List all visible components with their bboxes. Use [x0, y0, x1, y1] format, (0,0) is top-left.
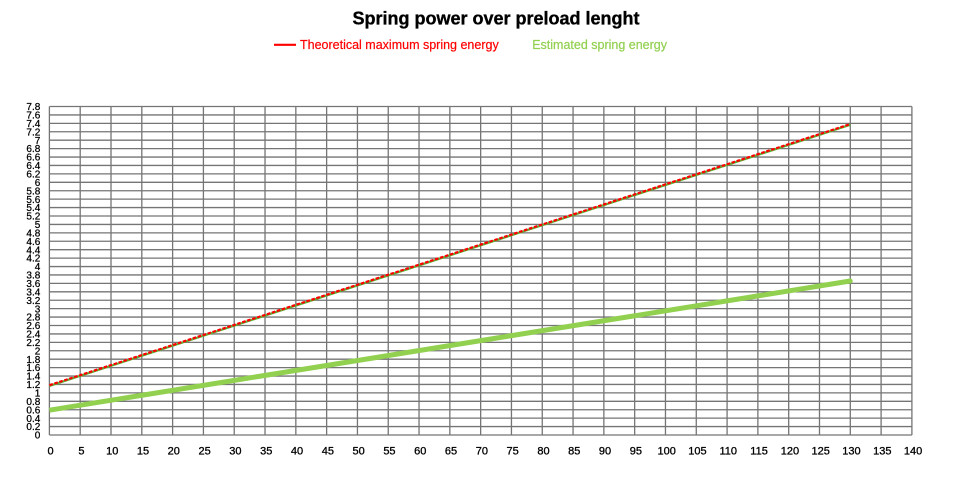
svg-text:4.6: 4.6	[26, 237, 40, 248]
svg-text:85: 85	[568, 446, 580, 458]
svg-text:140: 140	[904, 446, 922, 458]
svg-text:4.4: 4.4	[26, 245, 40, 256]
svg-text:80: 80	[537, 446, 549, 458]
svg-text:0.6: 0.6	[26, 405, 40, 416]
svg-text:3: 3	[35, 304, 41, 315]
svg-text:1.2: 1.2	[26, 380, 40, 391]
svg-text:4.2: 4.2	[26, 254, 40, 265]
svg-text:70: 70	[476, 446, 488, 458]
svg-text:2.8: 2.8	[26, 313, 40, 324]
svg-text:6.6: 6.6	[26, 153, 40, 164]
svg-text:110: 110	[720, 446, 738, 458]
svg-text:1: 1	[35, 388, 41, 399]
svg-text:0.8: 0.8	[26, 397, 40, 408]
svg-text:125: 125	[812, 446, 830, 458]
svg-text:25: 25	[198, 446, 210, 458]
svg-text:6.4: 6.4	[26, 161, 40, 172]
svg-text:6: 6	[35, 178, 41, 189]
svg-text:20: 20	[168, 446, 180, 458]
svg-text:50: 50	[353, 446, 365, 458]
svg-text:30: 30	[229, 446, 241, 458]
svg-text:1.6: 1.6	[26, 363, 40, 374]
svg-text:7.6: 7.6	[26, 111, 40, 122]
svg-text:65: 65	[445, 446, 457, 458]
svg-text:Spring power over preload leng: Spring power over preload lenght	[352, 9, 639, 29]
svg-text:5: 5	[78, 446, 84, 458]
svg-text:7: 7	[35, 136, 41, 147]
svg-text:3.8: 3.8	[26, 271, 40, 282]
svg-text:7.4: 7.4	[26, 119, 40, 130]
svg-text:10: 10	[106, 446, 118, 458]
svg-text:2.2: 2.2	[26, 338, 40, 349]
svg-text:120: 120	[781, 446, 799, 458]
svg-text:35: 35	[260, 446, 272, 458]
svg-text:5.2: 5.2	[26, 212, 40, 223]
svg-text:130: 130	[842, 446, 860, 458]
svg-text:3.4: 3.4	[26, 287, 40, 298]
svg-text:Estimated spring energy: Estimated spring energy	[532, 38, 668, 52]
svg-text:115: 115	[750, 446, 768, 458]
svg-text:5.6: 5.6	[26, 195, 40, 206]
svg-text:5.8: 5.8	[26, 186, 40, 197]
svg-text:95: 95	[630, 446, 642, 458]
svg-text:0: 0	[48, 446, 54, 458]
svg-text:0.4: 0.4	[26, 414, 40, 425]
svg-text:45: 45	[322, 446, 334, 458]
svg-text:15: 15	[137, 446, 149, 458]
svg-text:4: 4	[35, 262, 41, 273]
svg-text:0.2: 0.2	[26, 422, 40, 433]
svg-text:5.4: 5.4	[26, 203, 40, 214]
svg-text:40: 40	[291, 446, 303, 458]
svg-text:75: 75	[507, 446, 519, 458]
svg-text:6.2: 6.2	[26, 169, 40, 180]
svg-text:2: 2	[35, 346, 41, 357]
svg-text:6.8: 6.8	[26, 144, 40, 155]
svg-text:1.4: 1.4	[26, 372, 40, 383]
svg-text:4.8: 4.8	[26, 228, 40, 239]
svg-text:7.2: 7.2	[26, 127, 40, 138]
svg-text:55: 55	[383, 446, 395, 458]
svg-text:90: 90	[599, 446, 611, 458]
svg-text:105: 105	[688, 446, 706, 458]
svg-text:100: 100	[657, 446, 675, 458]
svg-text:3.6: 3.6	[26, 279, 40, 290]
svg-text:135: 135	[873, 446, 891, 458]
svg-text:3.2: 3.2	[26, 296, 40, 307]
svg-text:2.4: 2.4	[26, 330, 40, 341]
svg-text:60: 60	[414, 446, 426, 458]
svg-text:2.6: 2.6	[26, 321, 40, 332]
svg-text:7.8: 7.8	[26, 102, 40, 113]
svg-text:1.8: 1.8	[26, 355, 40, 366]
svg-text:0: 0	[35, 431, 41, 442]
svg-text:5: 5	[35, 220, 41, 231]
svg-text:Theoretical maximum spring ene: Theoretical maximum spring energy	[300, 38, 499, 52]
